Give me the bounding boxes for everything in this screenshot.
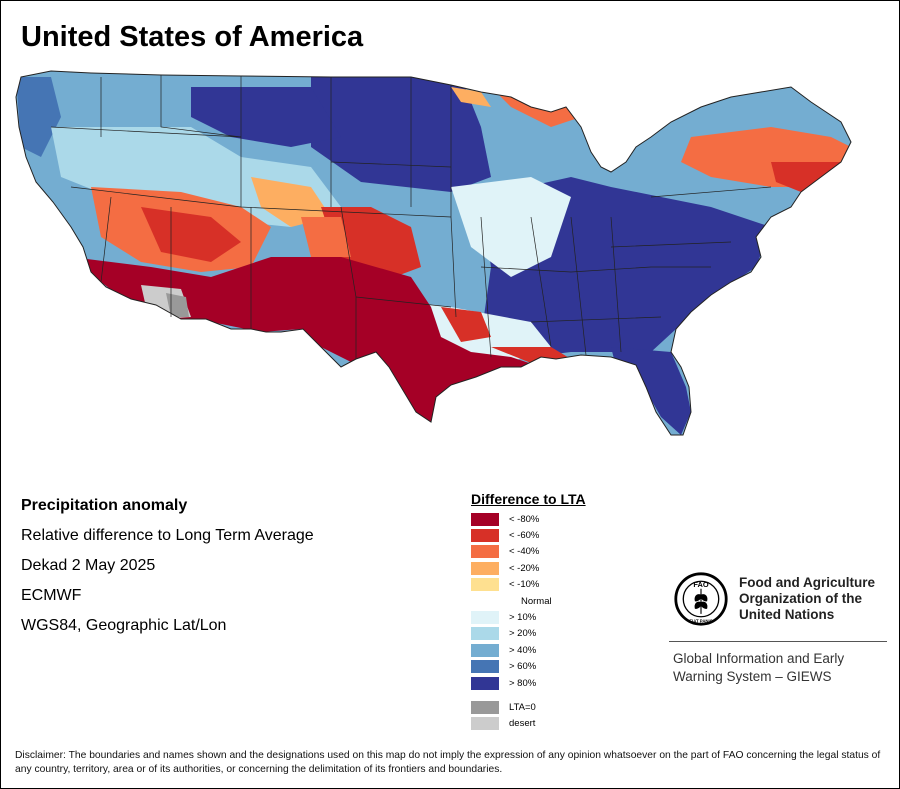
legend-label: > 10% — [509, 612, 537, 624]
anomaly-fields — [16, 71, 851, 435]
legend-label: > 80% — [509, 677, 537, 689]
anomaly-field — [251, 177, 331, 227]
legend-item: < -10% — [471, 577, 651, 593]
anomaly-field — [301, 217, 351, 257]
legend-swatch — [471, 700, 499, 714]
legend-swatch — [471, 545, 499, 559]
legend-swatch — [471, 643, 499, 657]
legend-swatch — [471, 529, 499, 543]
legend-item: < -80% — [471, 511, 651, 527]
legend-item-lta-zero: LTA=0 — [471, 699, 651, 715]
legend-item: > 10% — [471, 609, 651, 625]
legend-label: < -40% — [509, 546, 540, 558]
map-info: Precipitation anomaly Relative differenc… — [21, 496, 314, 646]
map-source: ECMWF — [21, 587, 82, 604]
legend-item: > 40% — [471, 642, 651, 658]
logo-motto: FIAT PANIS — [689, 618, 712, 623]
map-title: United States of America — [21, 21, 364, 53]
legend-item: < -60% — [471, 527, 651, 543]
legend-swatch — [483, 594, 511, 608]
legend-label: < -10% — [509, 579, 540, 591]
anomaly-field — [166, 293, 189, 317]
anomaly-field — [451, 177, 571, 277]
legend-label: LTA=0 — [509, 701, 536, 713]
map-heading: Precipitation anomaly — [21, 497, 188, 514]
fao-divider — [669, 641, 887, 642]
legend-title: Difference to LTA — [471, 491, 586, 507]
logo-letters: FAO — [693, 580, 709, 589]
anomaly-field — [71, 257, 541, 427]
legend-item: > 80% — [471, 675, 651, 691]
anomaly-field — [16, 77, 61, 157]
anomaly-field — [611, 347, 691, 435]
anomaly-field — [191, 87, 341, 147]
legend-item: > 20% — [471, 626, 651, 642]
fao-branding: FAO FIAT PANIS Food and Agriculture Orga… — [669, 571, 891, 686]
legend-item: > 60% — [471, 659, 651, 675]
legend: Difference to LTA < -80% < -60% < -40% <… — [471, 491, 651, 732]
legend-label: > 60% — [509, 661, 537, 673]
legend-item-desert: desert — [471, 716, 651, 732]
legend-label: > 40% — [509, 644, 537, 656]
legend-swatch — [471, 512, 499, 526]
map-projection: WGS84, Geographic Lat/Lon — [21, 617, 227, 634]
anomaly-field — [441, 307, 491, 342]
legend-item: < -20% — [471, 560, 651, 576]
legend-swatch — [471, 627, 499, 641]
legend-label: > 20% — [509, 628, 537, 640]
map-period: Dekad 2 May 2025 — [21, 557, 156, 574]
legend-swatch — [471, 660, 499, 674]
legend-swatch — [471, 611, 499, 625]
legend-item-normal: Normal — [471, 593, 651, 609]
precipitation-map — [15, 70, 852, 436]
giews-name: Global Information and Early Warning Sys… — [673, 651, 845, 684]
state-boundaries — [15, 70, 852, 436]
fao-name: Food and Agriculture Organization of the… — [739, 575, 875, 622]
legend-label: < -80% — [509, 513, 540, 525]
legend-swatch — [471, 717, 499, 731]
legend-swatch — [471, 561, 499, 575]
legend-swatch — [471, 578, 499, 592]
legend-label: Normal — [521, 595, 552, 607]
anomaly-field — [141, 207, 241, 262]
legend-label: < -20% — [509, 562, 540, 574]
fao-logo-icon: FAO FIAT PANIS — [674, 572, 728, 626]
legend-label: < -60% — [509, 530, 540, 542]
disclaimer: Disclaimer: The boundaries and names sho… — [15, 750, 881, 775]
legend-item: < -40% — [471, 544, 651, 560]
legend-swatch — [471, 676, 499, 690]
map-description: Relative difference to Long Term Average — [21, 527, 314, 544]
legend-label: desert — [509, 718, 536, 730]
